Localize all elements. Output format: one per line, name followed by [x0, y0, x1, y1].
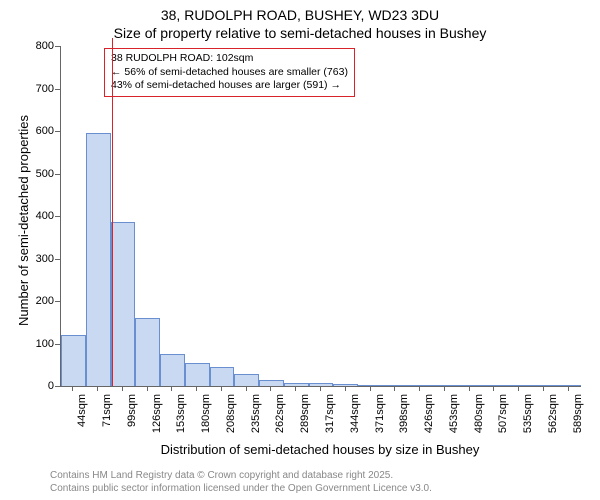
x-tick-label: 71sqm	[101, 394, 113, 427]
y-tick-label: 800	[24, 40, 54, 52]
x-tick-mark	[394, 386, 395, 391]
x-tick-label: 398sqm	[398, 394, 410, 433]
x-tick-label: 126sqm	[151, 394, 163, 433]
histogram-bar	[185, 363, 210, 386]
y-tick-label: 100	[24, 338, 54, 350]
x-tick-mark	[122, 386, 123, 391]
x-tick-mark	[469, 386, 470, 391]
x-tick-mark	[370, 386, 371, 391]
x-tick-mark	[97, 386, 98, 391]
x-tick-label: 153sqm	[175, 394, 187, 433]
histogram-bar	[358, 385, 383, 386]
x-tick-label: 371sqm	[374, 394, 386, 433]
x-tick-label: 480sqm	[473, 394, 485, 433]
x-tick-mark	[295, 386, 296, 391]
title-line-2: Size of property relative to semi-detach…	[114, 25, 487, 41]
histogram-bar	[531, 385, 556, 386]
x-tick-mark	[320, 386, 321, 391]
x-tick-mark	[444, 386, 445, 391]
x-tick-mark	[171, 386, 172, 391]
x-tick-label: 44sqm	[76, 394, 88, 427]
y-tick-mark	[55, 301, 60, 302]
histogram-bar	[111, 222, 136, 386]
x-tick-mark	[345, 386, 346, 391]
x-tick-mark	[493, 386, 494, 391]
histogram-bar	[210, 367, 235, 386]
x-tick-label: 289sqm	[299, 394, 311, 433]
y-tick-mark	[55, 46, 60, 47]
x-tick-label: 317sqm	[324, 394, 336, 433]
y-tick-mark	[55, 344, 60, 345]
x-tick-label: 453sqm	[448, 394, 460, 433]
chart-title: 38, RUDOLPH ROAD, BUSHEY, WD23 3DU Size …	[0, 0, 600, 42]
x-tick-mark	[419, 386, 420, 391]
y-tick-mark	[55, 174, 60, 175]
x-tick-label: 180sqm	[200, 394, 212, 433]
x-tick-label: 99sqm	[126, 394, 138, 427]
x-tick-mark	[270, 386, 271, 391]
x-tick-mark	[568, 386, 569, 391]
callout-line-1: 38 RUDOLPH ROAD: 102sqm	[111, 52, 348, 66]
x-tick-mark	[518, 386, 519, 391]
y-tick-mark	[55, 259, 60, 260]
y-tick-label: 500	[24, 168, 54, 180]
chart-container: 38, RUDOLPH ROAD, BUSHEY, WD23 3DU Size …	[0, 0, 600, 500]
y-tick-label: 600	[24, 125, 54, 137]
histogram-bar	[61, 335, 86, 386]
title-line-1: 38, RUDOLPH ROAD, BUSHEY, WD23 3DU	[161, 7, 439, 23]
x-tick-mark	[543, 386, 544, 391]
plot-area	[60, 46, 581, 387]
callout-line-2: ← 56% of semi-detached houses are smalle…	[111, 66, 348, 80]
x-tick-label: 208sqm	[225, 394, 237, 433]
histogram-bar	[333, 384, 358, 386]
histogram-bar	[432, 385, 457, 386]
x-tick-mark	[147, 386, 148, 391]
footer-attribution: Contains HM Land Registry data © Crown c…	[50, 470, 432, 495]
histogram-bar	[234, 374, 259, 386]
y-tick-mark	[55, 89, 60, 90]
x-tick-label: 562sqm	[547, 394, 559, 433]
histogram-bar	[135, 318, 160, 386]
marker-callout: 38 RUDOLPH ROAD: 102sqm ← 56% of semi-de…	[104, 48, 355, 97]
y-tick-label: 0	[24, 380, 54, 392]
x-tick-label: 262sqm	[274, 394, 286, 433]
y-tick-mark	[55, 131, 60, 132]
x-tick-label: 589sqm	[572, 394, 584, 433]
x-axis-label: Distribution of semi-detached houses by …	[60, 442, 580, 457]
x-tick-label: 426sqm	[423, 394, 435, 433]
x-tick-mark	[72, 386, 73, 391]
x-tick-label: 344sqm	[349, 394, 361, 433]
histogram-bar	[556, 385, 581, 386]
y-tick-label: 700	[24, 83, 54, 95]
y-tick-label: 300	[24, 253, 54, 265]
x-tick-mark	[221, 386, 222, 391]
footer-line-1: Contains HM Land Registry data © Crown c…	[50, 470, 432, 483]
x-tick-mark	[196, 386, 197, 391]
x-tick-label: 507sqm	[497, 394, 509, 433]
histogram-bar	[86, 133, 111, 386]
histogram-bar	[259, 380, 284, 386]
y-tick-mark	[55, 216, 60, 217]
x-tick-label: 235sqm	[250, 394, 262, 433]
callout-line-3: 43% of semi-detached houses are larger (…	[111, 79, 348, 93]
histogram-bar	[457, 385, 482, 386]
x-tick-mark	[246, 386, 247, 391]
x-tick-label: 535sqm	[522, 394, 534, 433]
y-tick-label: 400	[24, 210, 54, 222]
footer-line-2: Contains public sector information licen…	[50, 483, 432, 496]
y-tick-mark	[55, 386, 60, 387]
y-tick-label: 200	[24, 295, 54, 307]
property-marker-line	[112, 38, 113, 386]
histogram-bar	[160, 354, 185, 386]
